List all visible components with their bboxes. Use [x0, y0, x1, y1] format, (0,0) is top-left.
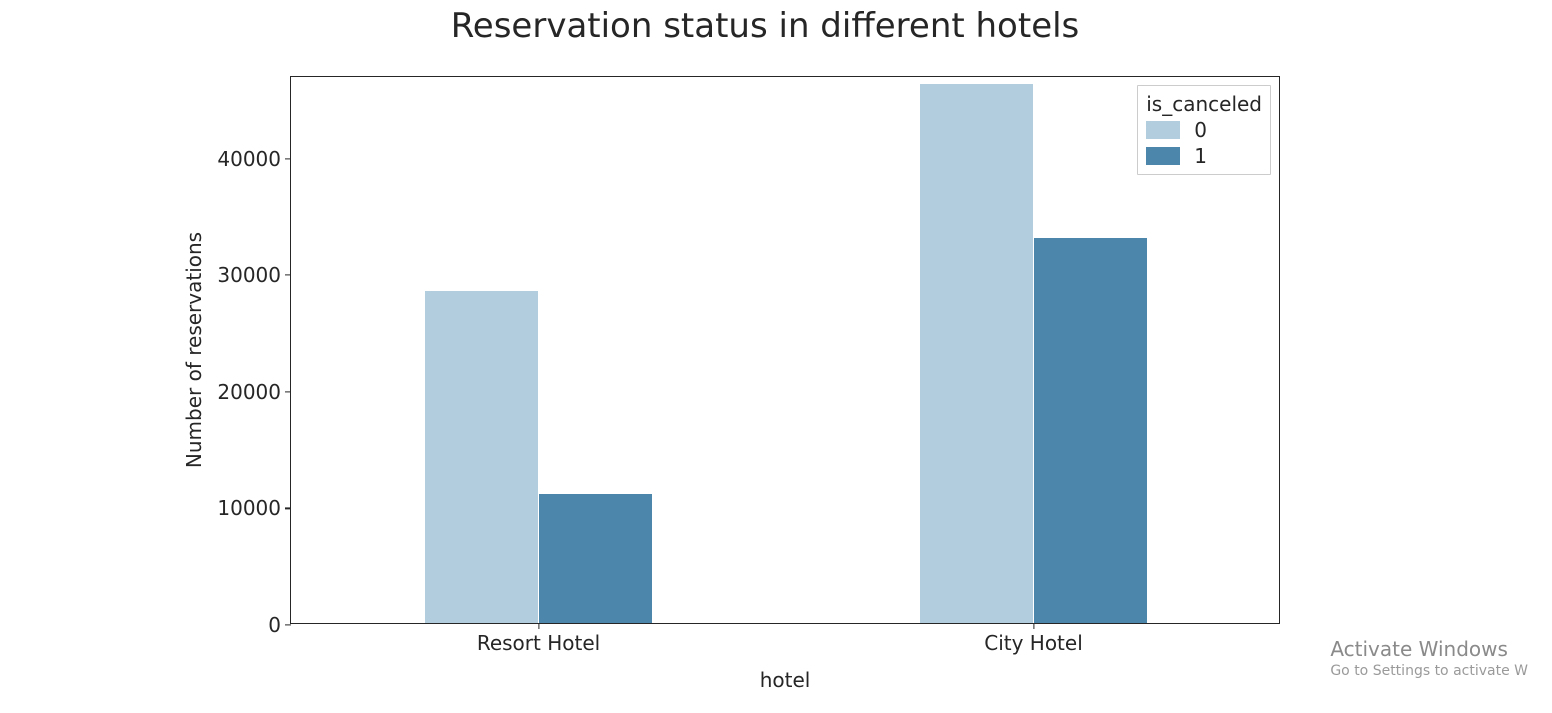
watermark-line1: Activate Windows [1330, 637, 1528, 661]
x-tick-mark [538, 623, 539, 629]
y-axis-label: Number of reservations [182, 232, 206, 468]
legend-swatch [1146, 121, 1180, 139]
bar [425, 291, 539, 623]
legend-item: 0 [1146, 118, 1262, 142]
y-tick-mark [285, 275, 291, 276]
y-tick-label: 10000 [217, 496, 291, 520]
x-axis-label: hotel [760, 668, 811, 692]
bar [539, 494, 653, 623]
legend-title: is_canceled [1146, 92, 1262, 116]
chart-wrapper: Reservation status in different hotels 0… [170, 0, 1360, 713]
legend-swatch [1146, 147, 1180, 165]
chart-title: Reservation status in different hotels [170, 6, 1360, 46]
bar [920, 84, 1034, 623]
y-tick-label: 20000 [217, 380, 291, 404]
legend: is_canceled01 [1137, 85, 1271, 175]
y-tick-mark [285, 624, 291, 625]
y-tick-label: 40000 [217, 147, 291, 171]
bar [1034, 238, 1148, 623]
y-tick-mark [285, 391, 291, 392]
watermark-line2: Go to Settings to activate W [1330, 663, 1528, 679]
legend-item: 1 [1146, 144, 1262, 168]
x-tick-mark [1033, 623, 1034, 629]
y-tick-label: 30000 [217, 263, 291, 287]
plot-area: 010000200003000040000Resort HotelCity Ho… [290, 76, 1280, 624]
windows-activation-watermark: Activate Windows Go to Settings to activ… [1330, 637, 1528, 679]
legend-label: 1 [1188, 144, 1207, 168]
y-tick-mark [285, 508, 291, 509]
y-tick-mark [285, 158, 291, 159]
legend-label: 0 [1188, 118, 1207, 142]
